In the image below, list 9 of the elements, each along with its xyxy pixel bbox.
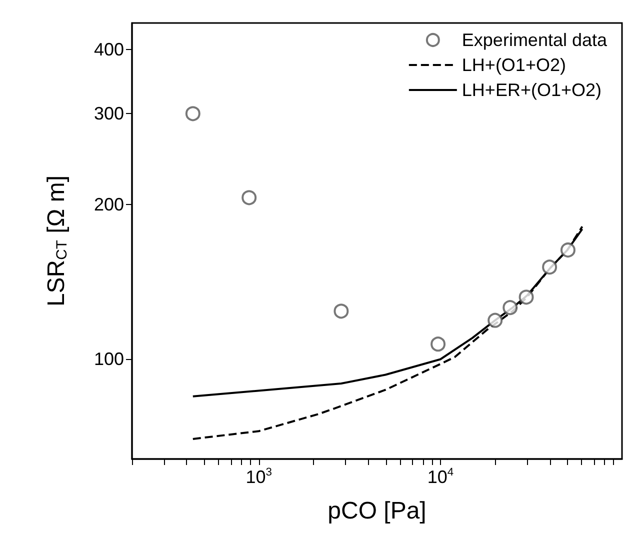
y-tick-label: 100 bbox=[94, 349, 124, 370]
y-tick-label: 400 bbox=[94, 39, 124, 60]
x-axis-title: pCO [Pa] bbox=[328, 498, 426, 524]
y-tick-label: 300 bbox=[94, 104, 124, 124]
y-tick-label: 200 bbox=[94, 194, 124, 214]
legend-label: LH+ER+(O1+O2) bbox=[462, 80, 602, 100]
legend-label: LH+(O1+O2) bbox=[462, 55, 566, 75]
y-axis-title: LSRCT [Ω m] bbox=[43, 175, 70, 307]
legend-label: Experimental data bbox=[462, 30, 608, 50]
